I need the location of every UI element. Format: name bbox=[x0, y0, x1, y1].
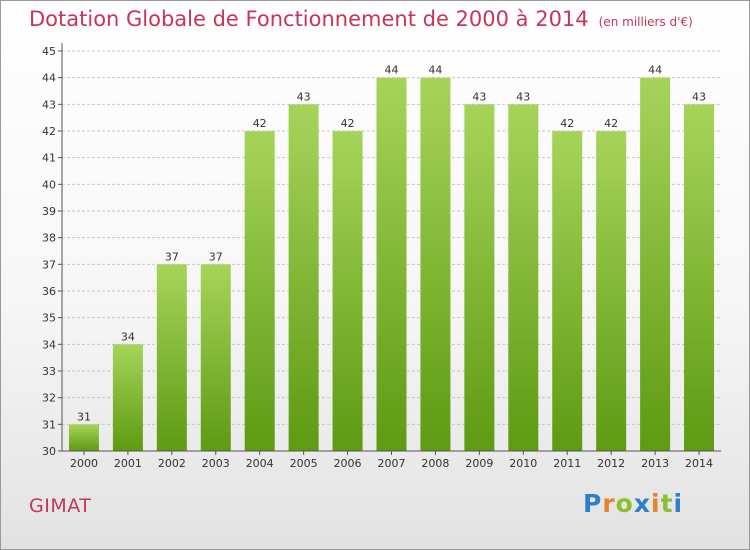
y-tick-label: 36 bbox=[42, 285, 56, 298]
data-label-2001: 34 bbox=[121, 330, 135, 343]
place-name: GIMAT bbox=[29, 495, 92, 517]
labels: 30 31 32 33 34 35 36 37 38 39 40 41 42 43 44 45 31 2000 34… bbox=[42, 45, 713, 470]
data-label-2008: 44 bbox=[428, 64, 442, 77]
bar-2003 bbox=[200, 264, 231, 451]
y-tick-label: 44 bbox=[42, 72, 56, 85]
axes bbox=[58, 43, 721, 455]
data-label-2009: 43 bbox=[472, 90, 486, 103]
data-label-2010: 43 bbox=[516, 90, 530, 103]
y-tick-label: 34 bbox=[42, 338, 56, 351]
bar-2006 bbox=[332, 131, 363, 451]
x-tick-label-2002: 2002 bbox=[158, 457, 186, 470]
y-tick-label: 37 bbox=[42, 258, 56, 271]
x-tick-label-2006: 2006 bbox=[334, 457, 362, 470]
bar-2004 bbox=[244, 131, 275, 451]
logo-letter: r bbox=[602, 489, 616, 518]
x-tick-label-2007: 2007 bbox=[378, 457, 406, 470]
bar-2013 bbox=[640, 77, 671, 452]
chart-subtitle: (en milliers d'€) bbox=[598, 15, 693, 29]
y-tick-label: 43 bbox=[42, 98, 56, 111]
bar-2014 bbox=[684, 104, 715, 451]
data-label-2005: 43 bbox=[297, 90, 311, 103]
logo-letter: t bbox=[660, 489, 674, 518]
bar-2012 bbox=[596, 131, 627, 451]
bar-2001 bbox=[112, 344, 143, 451]
y-tick-label: 42 bbox=[42, 125, 56, 138]
data-label-2003: 37 bbox=[209, 250, 223, 263]
logo-letter: o bbox=[615, 489, 634, 518]
chart-title: Dotation Globale de Fonctionnement de 20… bbox=[29, 7, 693, 31]
bar-2010 bbox=[508, 104, 539, 451]
data-label-2014: 43 bbox=[692, 90, 706, 103]
x-tick-label-2008: 2008 bbox=[421, 457, 449, 470]
y-tick-label: 31 bbox=[42, 418, 56, 431]
x-tick-label-2003: 2003 bbox=[202, 457, 230, 470]
data-label-2012: 42 bbox=[604, 117, 618, 130]
bar-2005 bbox=[288, 104, 319, 451]
data-label-2004: 42 bbox=[253, 117, 267, 130]
x-tick-label-2012: 2012 bbox=[597, 457, 625, 470]
bar-2000 bbox=[68, 424, 99, 451]
bars bbox=[68, 77, 715, 452]
x-tick-label-2014: 2014 bbox=[685, 457, 713, 470]
data-label-2013: 44 bbox=[648, 64, 662, 77]
y-tick-label: 38 bbox=[42, 232, 56, 245]
x-tick-label-2011: 2011 bbox=[553, 457, 581, 470]
bar-2008 bbox=[420, 77, 451, 452]
data-label-2011: 42 bbox=[560, 117, 574, 130]
bar-2009 bbox=[464, 104, 495, 451]
data-label-2002: 37 bbox=[165, 250, 179, 263]
y-tick-label: 41 bbox=[42, 152, 56, 165]
bar-2007 bbox=[376, 77, 407, 452]
logo-letter: x bbox=[633, 489, 651, 518]
x-tick-label-2004: 2004 bbox=[246, 457, 274, 470]
x-tick-label-2013: 2013 bbox=[641, 457, 669, 470]
data-label-2000: 31 bbox=[77, 410, 91, 423]
x-tick-label-2009: 2009 bbox=[465, 457, 493, 470]
proxiti-logo: Proxiti bbox=[583, 489, 683, 518]
bar-2002 bbox=[156, 264, 187, 451]
y-tick-label: 33 bbox=[42, 365, 56, 378]
logo-letter: i bbox=[651, 489, 661, 518]
y-tick-label: 32 bbox=[42, 392, 56, 405]
x-tick-label-2001: 2001 bbox=[114, 457, 142, 470]
data-label-2006: 42 bbox=[341, 117, 355, 130]
y-tick-label: 30 bbox=[42, 445, 56, 458]
x-tick-label-2010: 2010 bbox=[509, 457, 537, 470]
y-tick-label: 45 bbox=[42, 45, 56, 58]
bar-2011 bbox=[552, 131, 583, 451]
title-text: Dotation Globale de Fonctionnement de 20… bbox=[29, 7, 589, 31]
x-tick-label-2005: 2005 bbox=[290, 457, 318, 470]
y-tick-label: 35 bbox=[42, 312, 56, 325]
logo-letter: i bbox=[673, 489, 684, 518]
y-tick-label: 39 bbox=[42, 205, 56, 218]
y-tick-label: 40 bbox=[42, 178, 56, 191]
logo-letter: P bbox=[583, 489, 603, 518]
data-label-2007: 44 bbox=[385, 64, 399, 77]
x-tick-label-2000: 2000 bbox=[70, 457, 98, 470]
